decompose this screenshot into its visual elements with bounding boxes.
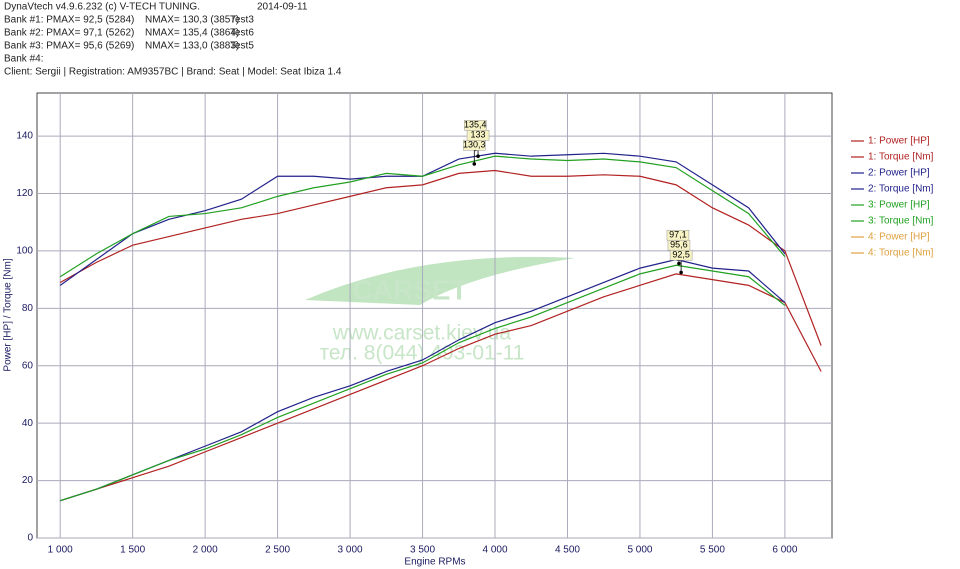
annotation-label: 95,6	[670, 240, 688, 250]
x-tick-label: 6 000	[772, 545, 797, 556]
x-tick-label: 1 500	[120, 545, 145, 556]
legend-label: 4: Power [HP]	[868, 232, 930, 243]
y-tick-label: 40	[22, 418, 34, 429]
header-text: Test6	[230, 28, 254, 39]
y-tick-label: 20	[22, 475, 34, 486]
x-tick-label: 3 500	[410, 545, 435, 556]
x-tick-label: 2 000	[193, 545, 218, 556]
header-text: DynaVtech v4.9.6.232 (c) V-TECH TUNING.	[4, 2, 200, 13]
watermark-url: www.carset.kiev.ua	[332, 322, 511, 345]
x-axis-label: Engine RPMs	[404, 557, 465, 568]
legend-label: 2: Torque [Nm]	[868, 184, 934, 195]
header-text: NMAX= 130,3 (3857)	[145, 15, 239, 26]
annotation-label: 97,1	[669, 230, 687, 240]
series-line	[60, 273, 822, 502]
y-axis-label: Power [HP] / Torque [Nm]	[3, 258, 14, 371]
legend-label: 3: Power [HP]	[868, 200, 930, 211]
header-text: Test5	[230, 41, 254, 52]
y-tick-label: 0	[27, 533, 33, 544]
y-tick-label: 60	[22, 360, 34, 371]
x-tick-label: 2 500	[265, 545, 290, 556]
header-text: Test3	[230, 15, 254, 26]
annotation-box	[463, 140, 486, 151]
annotation-point	[472, 162, 477, 166]
watermark-phone: тел. 8(044) 493-01-11	[319, 342, 524, 365]
header-text: NMAX= 135,4 (3864)	[145, 28, 239, 39]
series-line	[60, 258, 786, 502]
series-line	[59, 155, 786, 278]
series-line	[59, 169, 822, 346]
header-text: Bank #4:	[4, 54, 43, 65]
x-tick-label: 1 000	[48, 545, 73, 556]
x-tick-label: 5 500	[700, 545, 725, 556]
legend-label: 2: Power [HP]	[868, 168, 930, 179]
x-tick-label: 5 000	[627, 545, 652, 556]
header-text: NMAX= 133,0 (3883)	[145, 41, 239, 52]
annotation-box	[669, 249, 693, 261]
legend-label: 3: Torque [Nm]	[868, 216, 934, 227]
annotation-point	[476, 154, 480, 158]
watermark-brand: CARSET	[352, 274, 467, 305]
header-text: 2014-09-11	[257, 2, 308, 13]
annotation-label: 135,4	[464, 120, 487, 130]
y-tick-label: 80	[22, 303, 34, 314]
legend-label: 4: Torque [Nm]	[868, 248, 934, 259]
annotation-label: 133	[471, 130, 486, 140]
x-tick-label: 4 000	[482, 545, 507, 556]
legend-label: 1: Torque [Nm]	[868, 152, 934, 163]
annotation-point	[677, 261, 681, 266]
header-text: Bank #2: PMAX= 97,1 (5262)	[4, 28, 134, 39]
y-tick-label: 140	[16, 131, 33, 142]
header-text: Bank #1: PMAX= 92,5 (5284)	[4, 15, 134, 26]
x-tick-label: 3 000	[338, 545, 363, 556]
y-tick-label: 100	[16, 246, 33, 257]
watermark: CARSET www.carset.kiev.ua тел. 8(044) 49…	[305, 256, 575, 365]
series-line	[60, 264, 786, 502]
annotation-point	[679, 270, 683, 275]
header-text: Bank #3: PMAX= 95,6 (5269)	[4, 41, 134, 52]
annotation-label: 130,3	[463, 140, 486, 150]
x-tick-label: 4 500	[555, 545, 580, 556]
header-text: Client: Sergii | Registration: AM9357BC …	[4, 67, 342, 78]
annotation-label: 92,5	[672, 250, 690, 260]
legend-label: 1: Power [HP]	[868, 136, 930, 147]
y-tick-label: 120	[16, 188, 33, 199]
watermark-swoosh	[305, 256, 575, 305]
